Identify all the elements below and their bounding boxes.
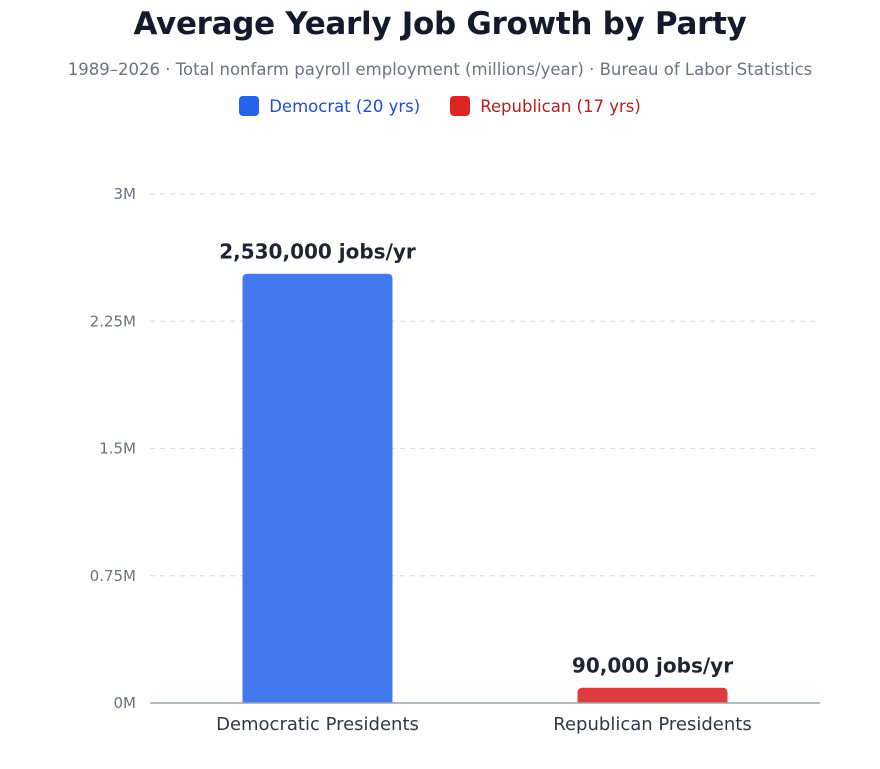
legend-item-republican[interactable]: Republican (17 yrs) <box>450 96 641 116</box>
chart-subtitle: 1989–2026 · Total nonfarm payroll employ… <box>67 60 813 79</box>
y-tick-label: 3M <box>114 185 137 203</box>
x-category-label: Republican Presidents <box>553 714 751 735</box>
y-tick-label: 2.25M <box>90 312 136 330</box>
bar-republican <box>577 687 728 703</box>
data-label: 90,000 jobs/yr <box>572 654 733 678</box>
x-category-label: Democratic Presidents <box>216 714 419 735</box>
data-label: 2,530,000 jobs/yr <box>219 240 416 264</box>
legend-swatch-democrat <box>239 96 260 116</box>
legend-label-democrat: Democrat (20 yrs) <box>269 96 421 116</box>
y-tick-label: 1.5M <box>99 440 136 458</box>
y-tick-label: 0M <box>114 694 137 712</box>
chart-title: Average Yearly Job Growth by Party <box>133 6 747 42</box>
legend-swatch-republican <box>450 96 471 116</box>
legend-label-republican: Republican (17 yrs) <box>480 96 641 116</box>
legend: Democrat (20 yrs) Republican (17 yrs) <box>0 96 880 116</box>
bar-democratic <box>242 273 393 703</box>
y-tick-label: 0.75M <box>90 567 136 585</box>
legend-item-democrat[interactable]: Democrat (20 yrs) <box>239 96 420 116</box>
